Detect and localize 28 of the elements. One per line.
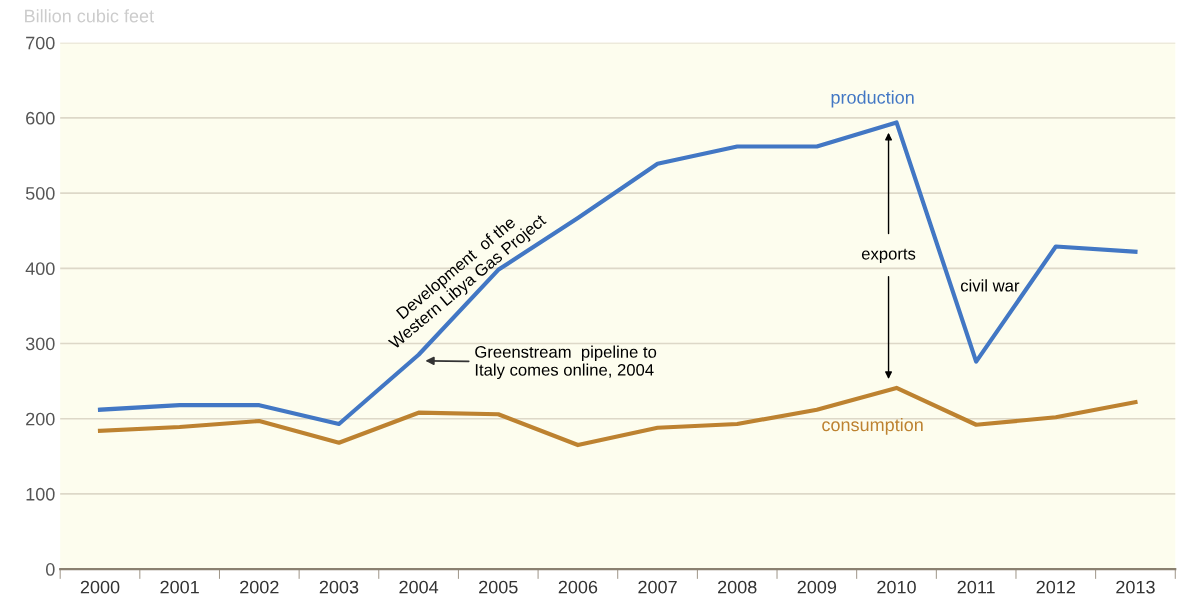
- x-tick-label: 2009: [797, 580, 837, 594]
- y-tick-label: 500: [25, 187, 55, 200]
- x-tick-label: 2013: [1116, 580, 1155, 594]
- y-tick-label: 0: [45, 563, 55, 576]
- x-tick-label: 2012: [1036, 580, 1075, 594]
- y-tick-label: 700: [26, 36, 55, 50]
- x-tick-label: 2001: [160, 580, 199, 594]
- x-tick-label: 2000: [80, 580, 120, 594]
- x-tick-label: 2004: [399, 580, 439, 594]
- series-label: production: [831, 90, 914, 108]
- x-tick-label: 2010: [877, 580, 916, 594]
- y-tick-label: 600: [26, 111, 55, 125]
- y-tick-label: 200: [26, 412, 55, 426]
- x-tick-label: 2005: [479, 580, 518, 594]
- x-tick-label: 2003: [319, 580, 359, 594]
- annotation: Greenstream pipeline to Italy comes online, 2004: [475, 345, 657, 380]
- y-tick-label: 400: [25, 262, 55, 276]
- y-tick-label: 100: [26, 487, 55, 501]
- x-tick-label: 2002: [240, 580, 279, 594]
- y-tick-label: 300: [25, 337, 55, 351]
- x-tick-label: 2006: [558, 580, 598, 594]
- x-tick-label: 2007: [638, 580, 677, 594]
- x-tick-label: 2011: [957, 580, 995, 594]
- x-tick-label: 2008: [718, 580, 757, 594]
- line-series: [97, 385, 1138, 448]
- annotation: exports: [861, 248, 916, 263]
- series-label: consumption: [822, 417, 923, 435]
- annotation: civil war: [960, 279, 1020, 292]
